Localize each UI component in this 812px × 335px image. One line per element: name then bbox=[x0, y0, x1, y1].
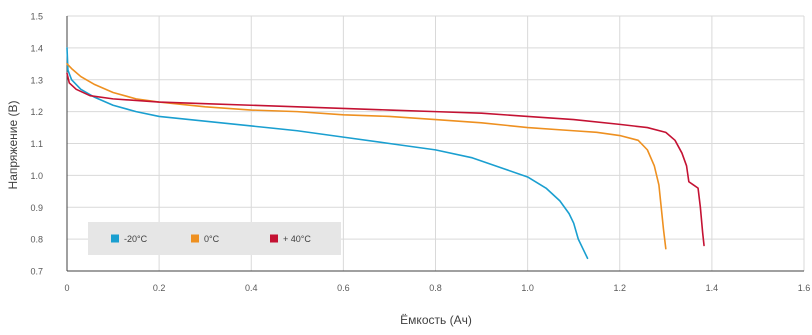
legend-swatch bbox=[191, 234, 199, 243]
x-tick-label: 0.8 bbox=[429, 283, 442, 293]
y-tick-label: 1.0 bbox=[30, 171, 43, 181]
x-tick-label: 0.2 bbox=[153, 283, 166, 293]
x-tick-label: 1.6 bbox=[798, 283, 811, 293]
legend-label: 0°C bbox=[204, 234, 220, 244]
x-tick-label: 1.4 bbox=[706, 283, 719, 293]
y-tick-label: 1.4 bbox=[30, 43, 43, 53]
y-tick-label: 1.2 bbox=[30, 107, 43, 117]
legend-swatch bbox=[270, 234, 278, 243]
y-tick-label: 0.8 bbox=[30, 235, 43, 245]
legend: -20°C 0°C + 40°C bbox=[88, 222, 341, 255]
series-line-2 bbox=[66, 72, 705, 247]
legend-label: -20°C bbox=[124, 234, 148, 244]
x-tick-label: 0.6 bbox=[337, 283, 350, 293]
series-line-1 bbox=[66, 63, 667, 250]
y-tick-label: 0.9 bbox=[30, 203, 43, 213]
series-lines bbox=[66, 47, 705, 260]
x-tick-label: 0.4 bbox=[245, 283, 258, 293]
y-axis-title: Напряжение (В) bbox=[6, 101, 20, 190]
legend-label: + 40°C bbox=[283, 234, 311, 244]
x-tick-label: 1.0 bbox=[521, 283, 534, 293]
y-tick-label: 1.3 bbox=[30, 75, 43, 85]
y-tick-label: 1.1 bbox=[30, 139, 43, 149]
y-tick-label: 1.5 bbox=[30, 12, 43, 22]
x-tick-label: 1.2 bbox=[613, 283, 626, 293]
legend-box bbox=[88, 222, 341, 255]
legend-swatch bbox=[111, 234, 119, 243]
y-tick-label: 0.7 bbox=[30, 267, 43, 277]
x-tick-label: 0 bbox=[64, 283, 69, 293]
x-axis-title: Ёмкость (Ач) bbox=[400, 313, 472, 327]
axes: 0.7 0.8 0.9 1.0 1.1 1.2 1.3 1.4 1.5 0 0.2 0.4 0.6 0.8… bbox=[30, 12, 810, 294]
